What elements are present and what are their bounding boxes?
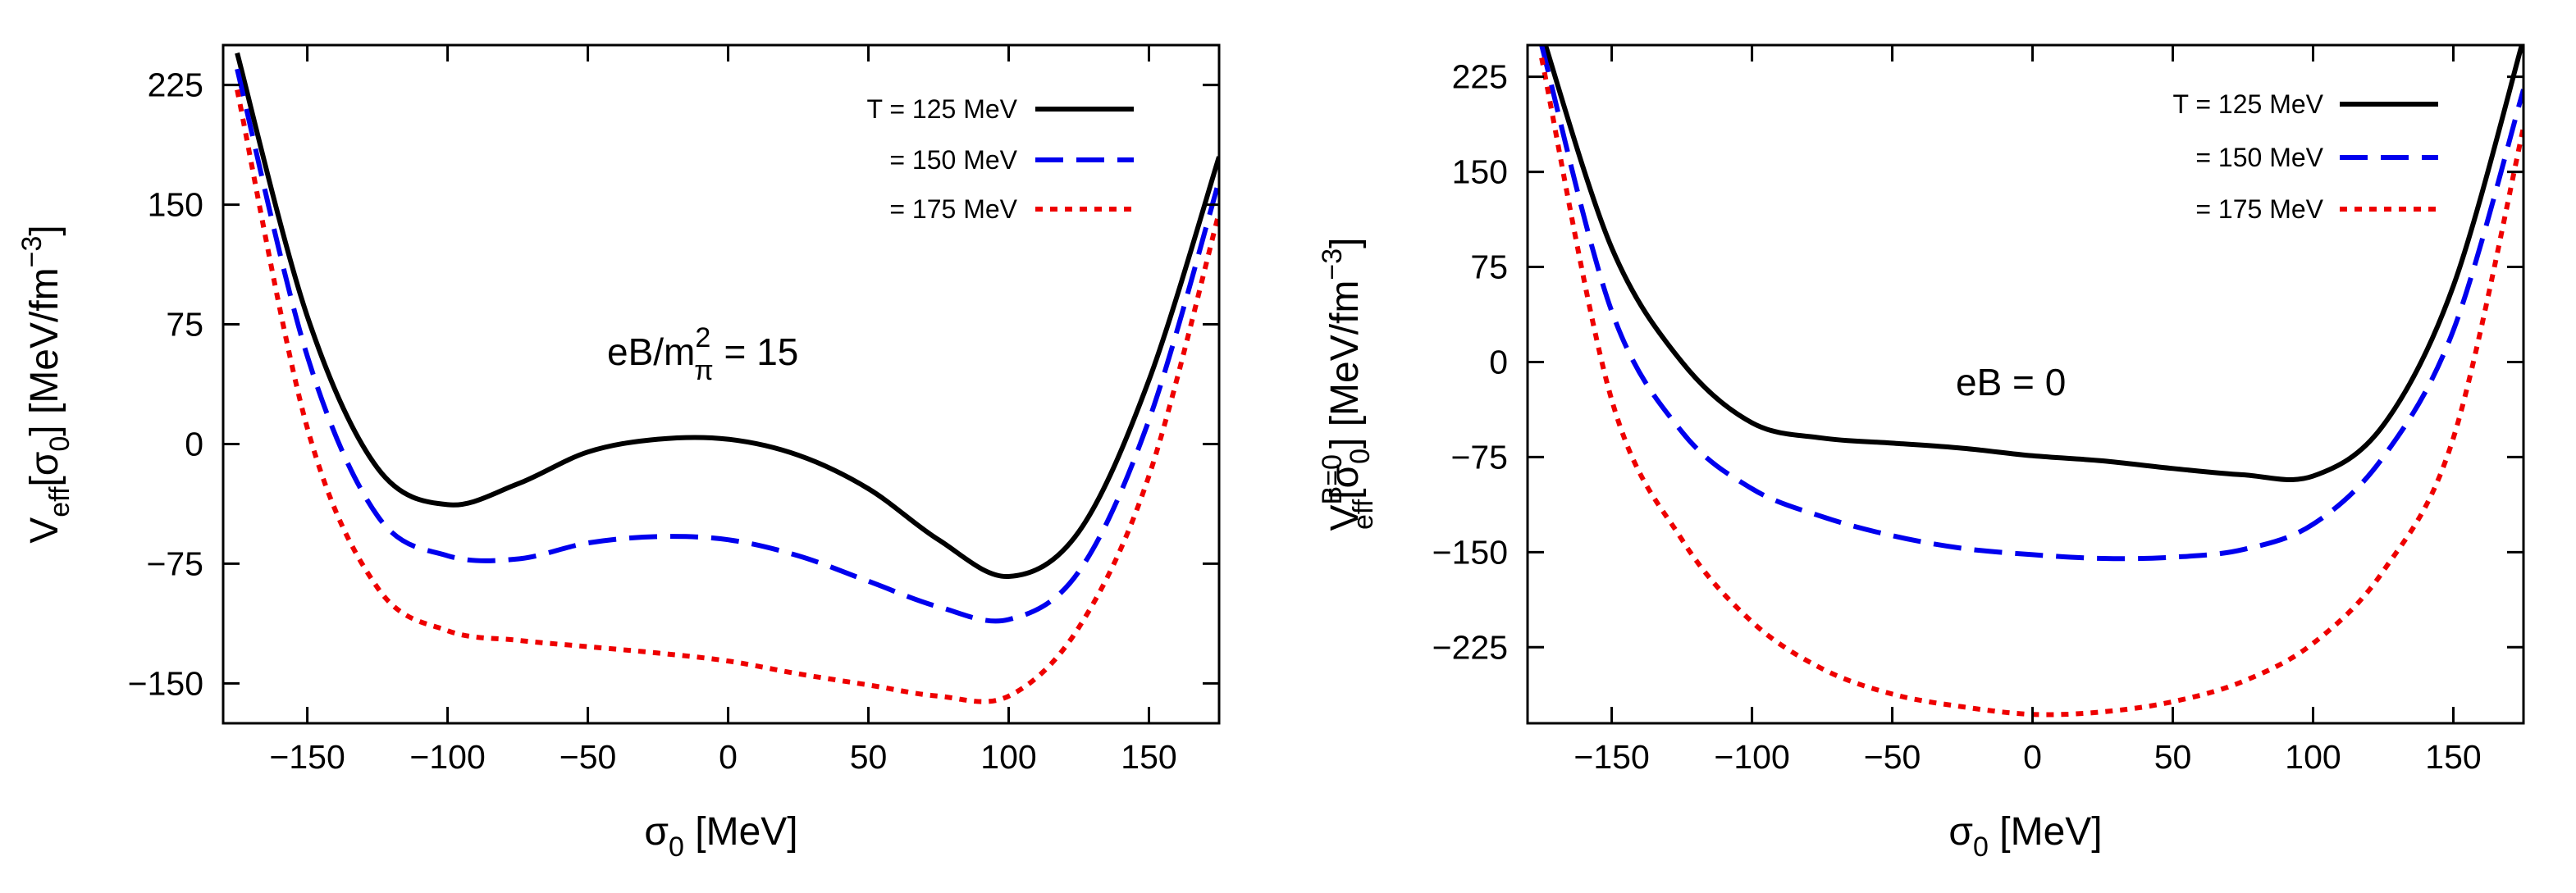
annotation: eB/m2 π = 15 (607, 322, 798, 386)
x-tick-label: 0 (719, 738, 738, 776)
x-tick-label: 100 (2285, 738, 2341, 776)
y-axis-title: Veff[σ0] [MeV/fm−3] (16, 225, 75, 544)
y-tick-label: −75 (146, 544, 203, 582)
x-tick-label: −100 (409, 738, 485, 776)
legend-label: = 150 MeV (889, 145, 1017, 175)
plot-frame (1526, 43, 2525, 725)
x-axis-title: σ0 [MeV] (644, 810, 797, 863)
x-axis-title: σ0 [MeV] (1948, 810, 2102, 863)
x-tick-label: 0 (2023, 738, 2042, 776)
series-line-3 (235, 89, 1219, 704)
y-tick-label: −150 (128, 664, 203, 702)
y-tick-label: 150 (1452, 153, 1508, 191)
chart-panel-1: −150 −100 −50 0 50 100 150 −150 −75 0 75 150 225 T = … (16, 43, 1221, 863)
x-tick-label: −50 (560, 738, 617, 776)
x-tick-label: 50 (2154, 738, 2192, 776)
y-tick-label: −225 (1432, 628, 1508, 666)
y-tick-label: 75 (1470, 248, 1508, 286)
y-tick-label: 75 (166, 306, 203, 344)
legend-label: T = 125 MeV (2172, 89, 2323, 119)
legend-label: = 150 MeV (2195, 143, 2323, 172)
y-tick-label: 225 (148, 66, 203, 104)
x-tick-label: 150 (2425, 738, 2481, 776)
curves (235, 52, 1219, 704)
x-tick-label: −150 (269, 738, 345, 776)
y-tick-label: −150 (1432, 533, 1508, 571)
x-tick-label: 100 (980, 738, 1036, 776)
y-tick-label: 0 (185, 425, 203, 462)
chart-panel-2: −150 −100 −50 0 50 100 150 −225 −150 −75 0 75 150 225… (1317, 43, 2525, 863)
x-tick-label: −150 (1573, 738, 1649, 776)
legend-label: = 175 MeV (889, 194, 1017, 224)
x-tick-label: −100 (1714, 738, 1789, 776)
legend-label: = 175 MeV (2195, 194, 2323, 224)
series-line-2 (1539, 45, 2523, 562)
y-tick-label: 225 (1452, 58, 1508, 96)
y-tick-label: −75 (1450, 438, 1508, 476)
plot-frame (222, 43, 1221, 725)
legend-label: T = 125 MeV (866, 94, 1017, 124)
series-line-1 (1542, 45, 2523, 482)
y-tick-label: 0 (1489, 343, 1508, 380)
series-line-2 (235, 68, 1219, 624)
x-tick-label: 50 (850, 738, 888, 776)
series-line-1 (235, 52, 1219, 580)
y-axis-title: VB=0eff[σ0] [MeV/fm−3] (1317, 237, 1379, 531)
x-tick-label: −50 (1864, 738, 1921, 776)
y-tick-label: 150 (148, 186, 203, 224)
annotation: eB = 0 (1956, 361, 2066, 403)
x-tick-label: 150 (1121, 738, 1176, 776)
